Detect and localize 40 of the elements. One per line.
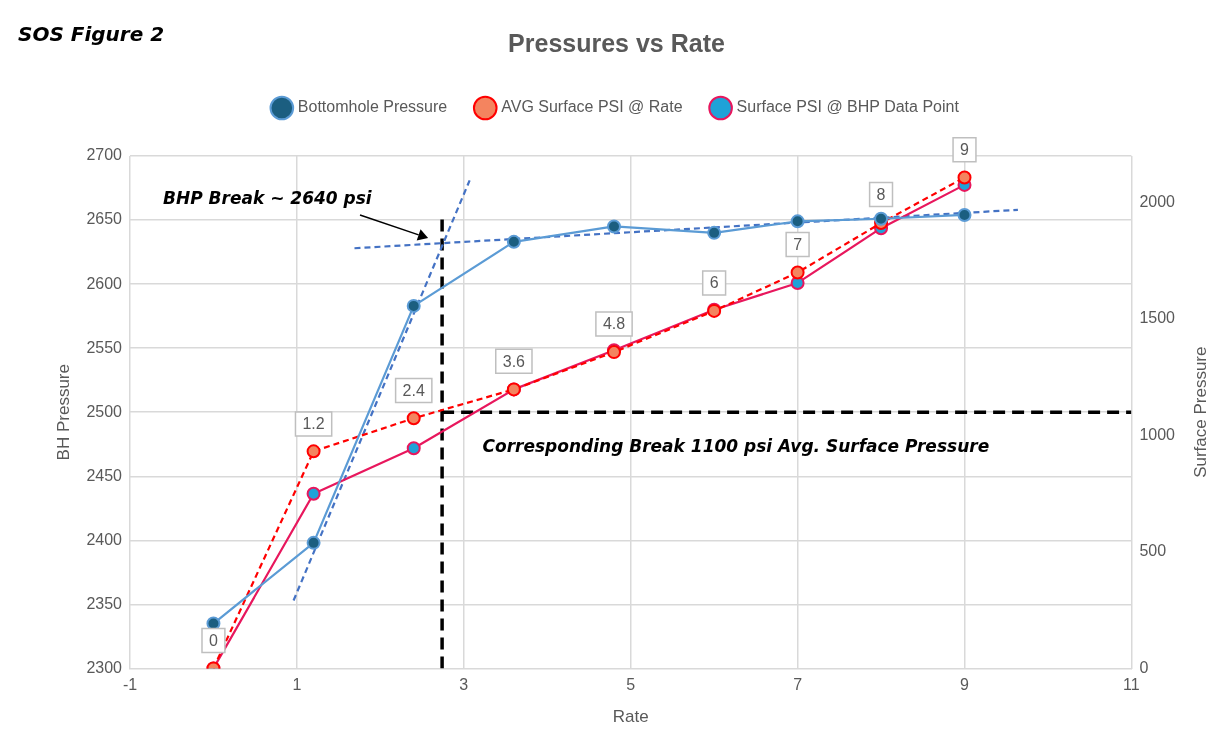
annotation: 0 [208, 631, 218, 649]
legend-label: Bottomhole Pressure [297, 98, 448, 116]
y2-tick-label: 0 [1139, 658, 1149, 676]
y-tick-label: 2450 [86, 466, 123, 484]
y2-tick-label: 2000 [1139, 192, 1176, 210]
annotation: 1.2 [302, 415, 325, 433]
y-tick-label: 2650 [86, 210, 123, 228]
annotation: 7 [793, 235, 803, 253]
legend-label: AVG Surface PSI @ Rate [501, 98, 683, 116]
annotation: 3.6 [502, 352, 526, 370]
x-tick-label: -1 [122, 676, 138, 694]
x-axis-title: Rate [612, 707, 649, 727]
y2-axis-title: Surface Pressure [1190, 346, 1210, 478]
chart-title: Pressures vs Rate [508, 28, 725, 57]
legend-label: Surface PSI @ BHP Data Point [736, 98, 960, 116]
annotation: 4.8 [602, 315, 626, 333]
y-tick-label: 2500 [86, 402, 123, 420]
y-tick-label: 2600 [86, 274, 123, 292]
y-tick-label: 2700 [86, 146, 123, 164]
x-tick-label: 1 [292, 676, 302, 694]
y2-tick-label: 1000 [1139, 425, 1176, 443]
text: SOS Figure 2 [18, 22, 165, 47]
y-tick-label: 2400 [86, 530, 123, 548]
annotation: 6 [709, 274, 719, 292]
annotation: 9 [960, 141, 970, 159]
x-tick-label: 3 [459, 676, 469, 694]
x-tick-label: 7 [793, 676, 803, 694]
y2-tick-label: 500 [1139, 542, 1167, 560]
x-tick-label: 9 [960, 676, 970, 694]
annotation: 2.4 [402, 382, 425, 400]
annotation: Corresponding Break 1100 psi Avg. Surface Pressure [482, 436, 990, 457]
x-tick-label: 5 [626, 676, 636, 694]
y-tick-label: 2350 [86, 594, 123, 612]
y-tick-label: 2550 [86, 338, 123, 356]
y2-tick-label: 1500 [1139, 309, 1176, 327]
annotation: 8 [876, 186, 886, 204]
annotation: BHP Break ~ 2640 psi [163, 187, 373, 208]
x-tick-label: 11 [1123, 676, 1140, 694]
y-axis-title: BH Pressure [53, 364, 73, 461]
y-tick-label: 2300 [86, 658, 123, 676]
